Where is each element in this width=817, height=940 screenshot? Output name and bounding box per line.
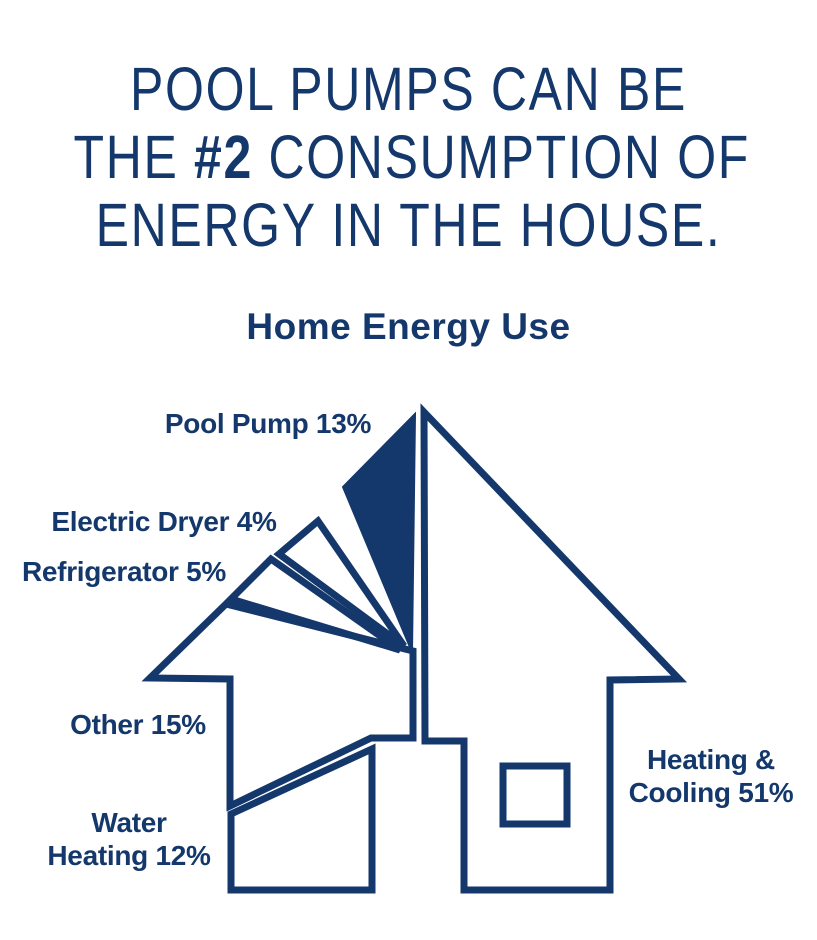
- segment-pool-pump: [341, 411, 417, 653]
- label-refrigerator: Refrigerator 5%: [21, 556, 226, 587]
- label-water-heating: Water Heating 12%: [38, 806, 220, 872]
- label-heating-cooling-line-1: Heating &: [647, 744, 775, 775]
- segment-heating-cooling: [420, 403, 688, 894]
- title-line-2: THE #2 CONSUMPTION OF: [73, 123, 750, 191]
- label-other: Other 15%: [70, 709, 206, 740]
- label-pool-pump: Pool Pump 13%: [164, 408, 372, 439]
- label-water-heating-line-1: Water: [91, 807, 167, 838]
- chart-title: Home Energy Use: [246, 306, 571, 347]
- label-electric-dryer: Electric Dryer 4%: [51, 506, 277, 537]
- segment-other: [141, 600, 417, 812]
- label-water-heating-line-2: Heating 12%: [47, 840, 211, 871]
- page-title: POOL PUMPS CAN BE THE #2 CONSUMPTION OF …: [73, 55, 750, 259]
- title-rank-highlight: #2: [194, 123, 253, 191]
- segment-electric-dryer: [273, 515, 407, 649]
- label-heating-cooling: Heating & Cooling 51%: [618, 743, 804, 809]
- window-square: [499, 762, 571, 828]
- segment-water-heating: [227, 743, 376, 894]
- title-line-3: ENERGY IN THE HOUSE.: [95, 191, 722, 259]
- label-heating-cooling-line-2: Cooling 51%: [628, 777, 794, 808]
- title-line-1: POOL PUMPS CAN BE: [130, 55, 687, 123]
